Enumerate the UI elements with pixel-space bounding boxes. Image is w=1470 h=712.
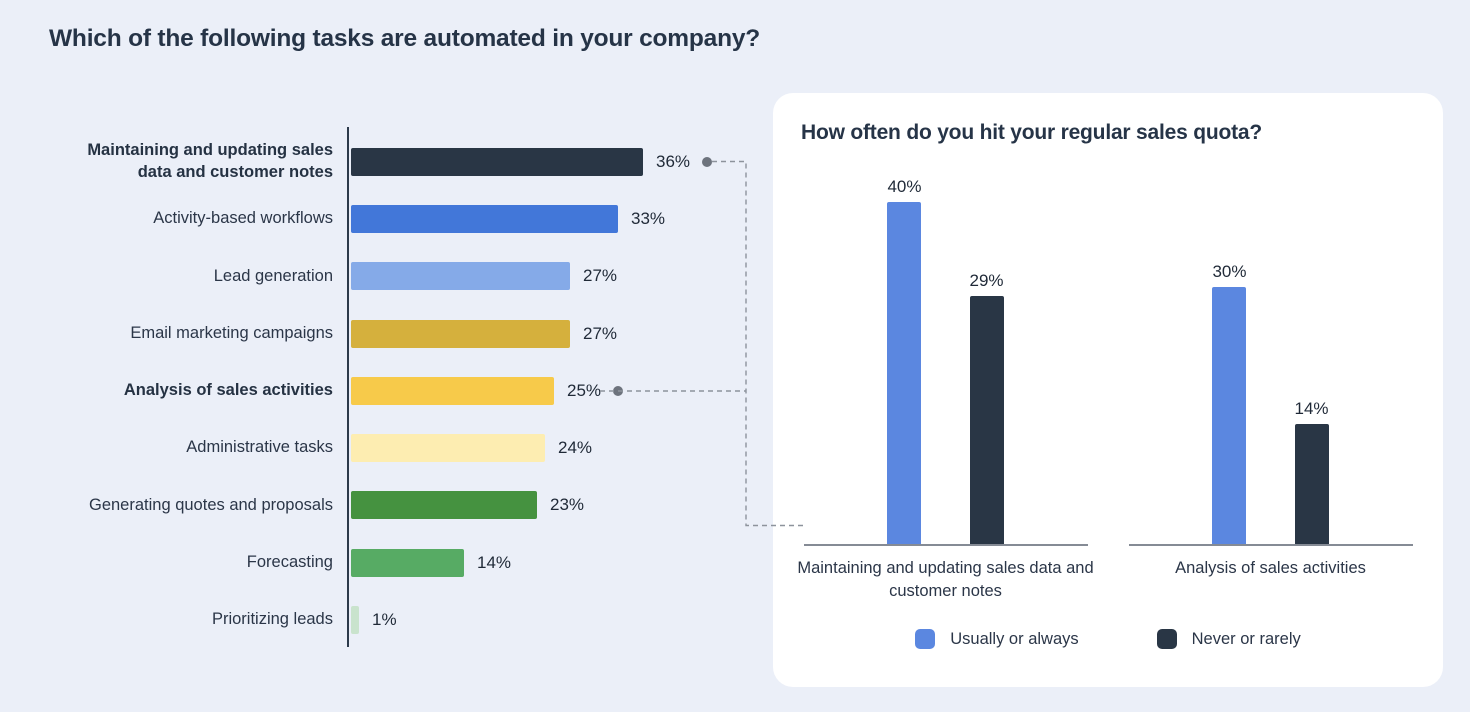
- bar-row: Administrative tasks 24%: [49, 419, 769, 476]
- bar-with-value: 29%: [970, 271, 1004, 544]
- grouped-bar-chart: 40% 29% Maintaining and updating sales dat…: [773, 172, 1443, 603]
- connector-dot: [613, 385, 624, 396]
- group-label: Analysis of sales activities: [1175, 559, 1366, 577]
- legend-item: Never or rarely: [1156, 629, 1301, 650]
- bar-row: Email marketing campaigns 27%: [49, 305, 769, 362]
- value-label: 14%: [477, 552, 512, 572]
- legend-swatch: [915, 629, 936, 650]
- bar: [351, 548, 464, 577]
- legend-swatch: [1156, 629, 1177, 650]
- page-title: Which of the following tasks are automat…: [49, 25, 761, 52]
- bar-group: 30% 14% Analysis of sales activities: [1108, 172, 1433, 603]
- bar-rows: Maintaining and updating sales data and …: [49, 133, 769, 649]
- value-label: 25%: [567, 380, 602, 400]
- category-label: Administrative tasks: [186, 438, 333, 457]
- category-label: Email marketing campaigns: [130, 323, 333, 342]
- value-label: 14%: [1294, 399, 1329, 418]
- bar: [351, 606, 359, 635]
- quota-card-title: How often do you hit your regular sales …: [801, 121, 1263, 144]
- x-axis-line: [803, 544, 1088, 546]
- bar: [351, 147, 643, 176]
- bar-row: Maintaining and updating sales data and …: [49, 133, 769, 190]
- value-label: 27%: [583, 323, 618, 343]
- chart-legend: Usually or always Never or rarely: [773, 629, 1443, 650]
- value-label: 1%: [372, 610, 397, 630]
- tasks-bar-chart: Maintaining and updating sales data and …: [49, 127, 769, 653]
- category-label: Maintaining and updating sales data and …: [87, 141, 333, 181]
- bar: [887, 202, 922, 544]
- bar-with-value: 30%: [1212, 262, 1247, 544]
- value-label: 24%: [558, 438, 593, 458]
- category-label: Generating quotes and proposals: [88, 495, 333, 514]
- bar-row: Analysis of sales activities 25%: [49, 362, 769, 419]
- legend-item: Usually or always: [915, 629, 1079, 650]
- value-label: 33%: [631, 208, 666, 228]
- value-label: 27%: [583, 266, 618, 286]
- value-label: 40%: [887, 177, 922, 196]
- value-label: 29%: [969, 271, 1004, 290]
- category-label: Activity-based workflows: [153, 209, 333, 228]
- category-label: Prioritizing leads: [211, 610, 333, 629]
- y-axis-line: [347, 127, 349, 647]
- bar: [1294, 424, 1329, 544]
- bar: [351, 319, 570, 348]
- bar-row: Forecasting 14%: [49, 534, 769, 591]
- x-axis-line: [1128, 544, 1413, 546]
- group-bars: 40% 29%: [887, 172, 1004, 544]
- category-label: Forecasting: [246, 553, 333, 571]
- bar: [351, 434, 545, 463]
- category-label: Lead generation: [213, 266, 333, 285]
- legend-label: Never or rarely: [1191, 629, 1301, 648]
- bar-group: 40% 29% Maintaining and updating sales dat…: [783, 172, 1108, 603]
- bar-with-value: 40%: [887, 177, 922, 544]
- value-label: 30%: [1212, 262, 1247, 281]
- quota-card: How often do you hit your regular sales …: [773, 93, 1443, 687]
- bar-with-value: 14%: [1295, 399, 1329, 544]
- value-label: 36%: [656, 151, 691, 171]
- bar: [1212, 287, 1247, 544]
- bar-row: Generating quotes and proposals 23%: [49, 477, 769, 534]
- bar-row: Lead generation 27%: [49, 248, 769, 305]
- category-label: Analysis of sales activities: [123, 381, 333, 400]
- bar-row: Activity-based workflows 33%: [49, 190, 769, 247]
- legend-label: Usually or always: [950, 629, 1079, 648]
- bar: [351, 376, 554, 405]
- value-label: 23%: [550, 495, 585, 515]
- group-bars: 30% 14%: [1212, 172, 1329, 544]
- connector-dot: [702, 156, 713, 167]
- bar: [969, 296, 1004, 544]
- bar: [351, 262, 570, 291]
- group-label: Maintaining and updating sales data and …: [797, 559, 1094, 601]
- bar: [351, 491, 537, 520]
- bar-row: Prioritizing leads 1%: [49, 591, 769, 648]
- bar: [351, 204, 618, 233]
